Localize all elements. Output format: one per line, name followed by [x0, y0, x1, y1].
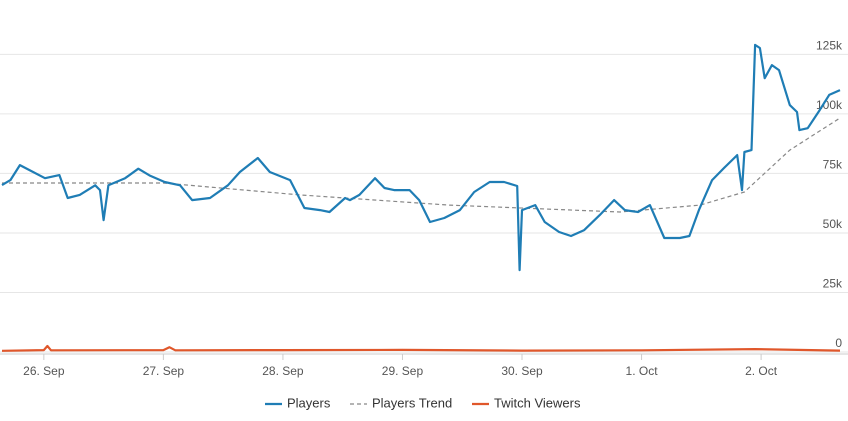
legend-label: Twitch Viewers: [494, 395, 581, 410]
x-tick-label: 1. Oct: [626, 364, 659, 378]
legend-label: Players: [287, 395, 331, 410]
y-tick-label: 75k: [823, 158, 843, 172]
x-tick-label: 27. Sep: [143, 364, 185, 378]
legend-label: Players Trend: [372, 395, 452, 410]
series-line: [1, 344, 841, 352]
y-tick-label: 25k: [823, 277, 843, 291]
x-tick-label: 26. Sep: [23, 364, 65, 378]
y-tick-label: 125k: [816, 39, 843, 53]
x-tick-label: 29. Sep: [382, 364, 424, 378]
series-line: [1, 43, 841, 272]
y-tick-label: 100k: [816, 98, 843, 112]
x-tick-label: 28. Sep: [262, 364, 304, 378]
y-tick-label: 50k: [823, 217, 843, 231]
series-line: [2, 117, 841, 213]
x-tick-label: 30. Sep: [501, 364, 543, 378]
x-tick-label: 2. Oct: [745, 364, 778, 378]
y-tick-label: 0: [835, 336, 842, 350]
